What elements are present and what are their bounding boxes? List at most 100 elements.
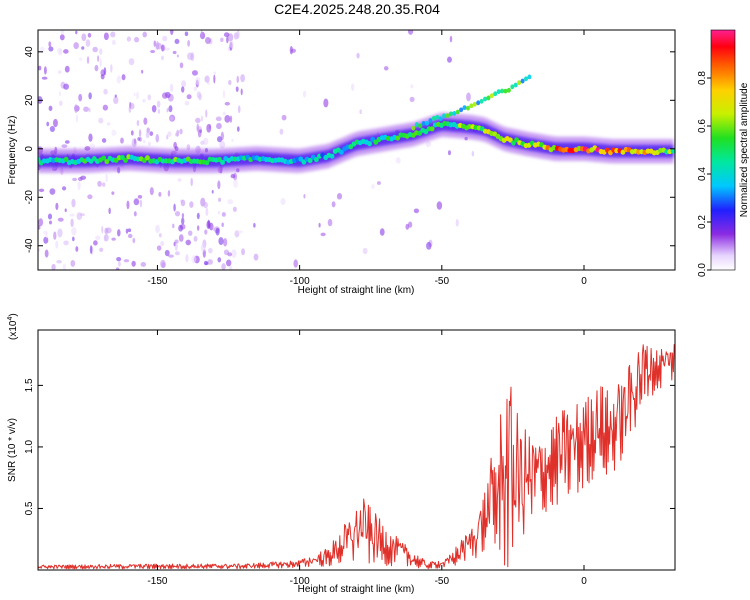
ridge-point (220, 159, 225, 165)
branch-point (489, 93, 494, 99)
noise-speck (231, 249, 237, 258)
noise-speck (70, 218, 74, 228)
noise-speck (200, 140, 205, 145)
noise-speck (47, 213, 53, 220)
noise-speck (212, 225, 215, 231)
noise-speck (148, 141, 151, 147)
noise-speck (59, 100, 63, 107)
noise-speck (190, 52, 195, 61)
noise-speck (222, 111, 226, 116)
noise-speck (93, 240, 98, 246)
noise-speck (215, 227, 220, 236)
noise-speck (38, 224, 41, 230)
noise-speck (64, 208, 67, 213)
noise-speck (160, 55, 164, 61)
noise-speck (143, 117, 148, 125)
noise-speck (220, 37, 224, 42)
snr-xtick-label: -50 (435, 576, 450, 587)
noise-speck (44, 249, 49, 258)
branch-point (459, 107, 464, 113)
noise-speck (200, 30, 203, 38)
noise-speck (103, 234, 107, 242)
noise-speck (180, 199, 186, 207)
ridge-point (511, 140, 516, 146)
noise-speck (75, 114, 79, 123)
noise-speck (156, 245, 162, 251)
noise-speck (156, 100, 161, 108)
ridge-point (104, 158, 110, 165)
noise-speck (116, 257, 122, 262)
noise-speck (130, 130, 134, 136)
colorbar-gradient (710, 29, 736, 271)
noise-speck (170, 116, 174, 121)
noise-speck (164, 249, 170, 257)
noise-speck (162, 35, 168, 42)
noise-speck (237, 230, 243, 234)
noise-speck (56, 47, 63, 55)
noise-speck (149, 131, 154, 136)
noise-speck (204, 229, 208, 235)
noise-speck (177, 178, 182, 182)
noise-speck (103, 67, 107, 76)
noise-speck (226, 259, 232, 267)
noise-speck (150, 49, 156, 54)
noise-speck (379, 228, 385, 236)
noise-speck (157, 109, 161, 114)
noise-speck (216, 122, 222, 130)
noise-speck (38, 188, 45, 193)
noise-speck (51, 263, 56, 270)
noise-speck (303, 193, 306, 199)
noise-speck (133, 92, 136, 97)
noise-speck (83, 106, 89, 112)
noise-speck (117, 260, 121, 267)
noise-speck (88, 107, 91, 113)
noise-speck (99, 48, 103, 55)
noise-speck (179, 128, 183, 135)
noise-speck (87, 32, 92, 38)
spectrogram-xtick-label: -150 (147, 276, 167, 287)
noise-speck (219, 140, 226, 149)
noise-speck (449, 35, 453, 43)
noise-speck (77, 181, 81, 191)
noise-speck (167, 131, 172, 137)
noise-speck (58, 91, 62, 97)
noise-speck (221, 222, 224, 228)
noise-speck (207, 219, 211, 229)
ridge-point (339, 149, 344, 155)
noise-speck (141, 69, 144, 74)
noise-speck (48, 46, 54, 52)
noise-speck (140, 262, 147, 267)
noise-speck (115, 267, 120, 270)
noise-speck (142, 140, 146, 144)
noise-speck (181, 213, 185, 218)
noise-speck (101, 225, 104, 234)
snr-frame (37, 329, 676, 571)
noise-speck (236, 30, 240, 39)
noise-speck (111, 191, 115, 195)
noise-speck (240, 88, 243, 96)
noise-speck (409, 96, 415, 103)
noise-speck (166, 134, 169, 140)
noise-speck (187, 39, 191, 47)
noise-speck (138, 129, 142, 138)
noise-speck (131, 138, 137, 148)
branch-point (428, 118, 433, 123)
snr-scale-exponent: 4 (7, 317, 14, 321)
noise-speck (206, 123, 212, 133)
noise-speck (155, 224, 160, 234)
noise-speck (187, 230, 193, 236)
noise-speck (207, 259, 213, 265)
noise-speck (178, 224, 183, 232)
branch-point (435, 114, 440, 120)
noise-speck (302, 90, 307, 98)
branch-point (483, 96, 488, 102)
snr-series-line (38, 344, 675, 570)
noise-speck (176, 54, 179, 58)
noise-speck (227, 199, 234, 205)
spectrogram-y-axis: -40 -20 0 20 40 (24, 46, 675, 253)
noise-speck (71, 226, 77, 236)
noise-speck (168, 105, 173, 113)
noise-speck (85, 39, 91, 47)
branch-point (469, 103, 474, 109)
ridge-point (670, 148, 675, 154)
